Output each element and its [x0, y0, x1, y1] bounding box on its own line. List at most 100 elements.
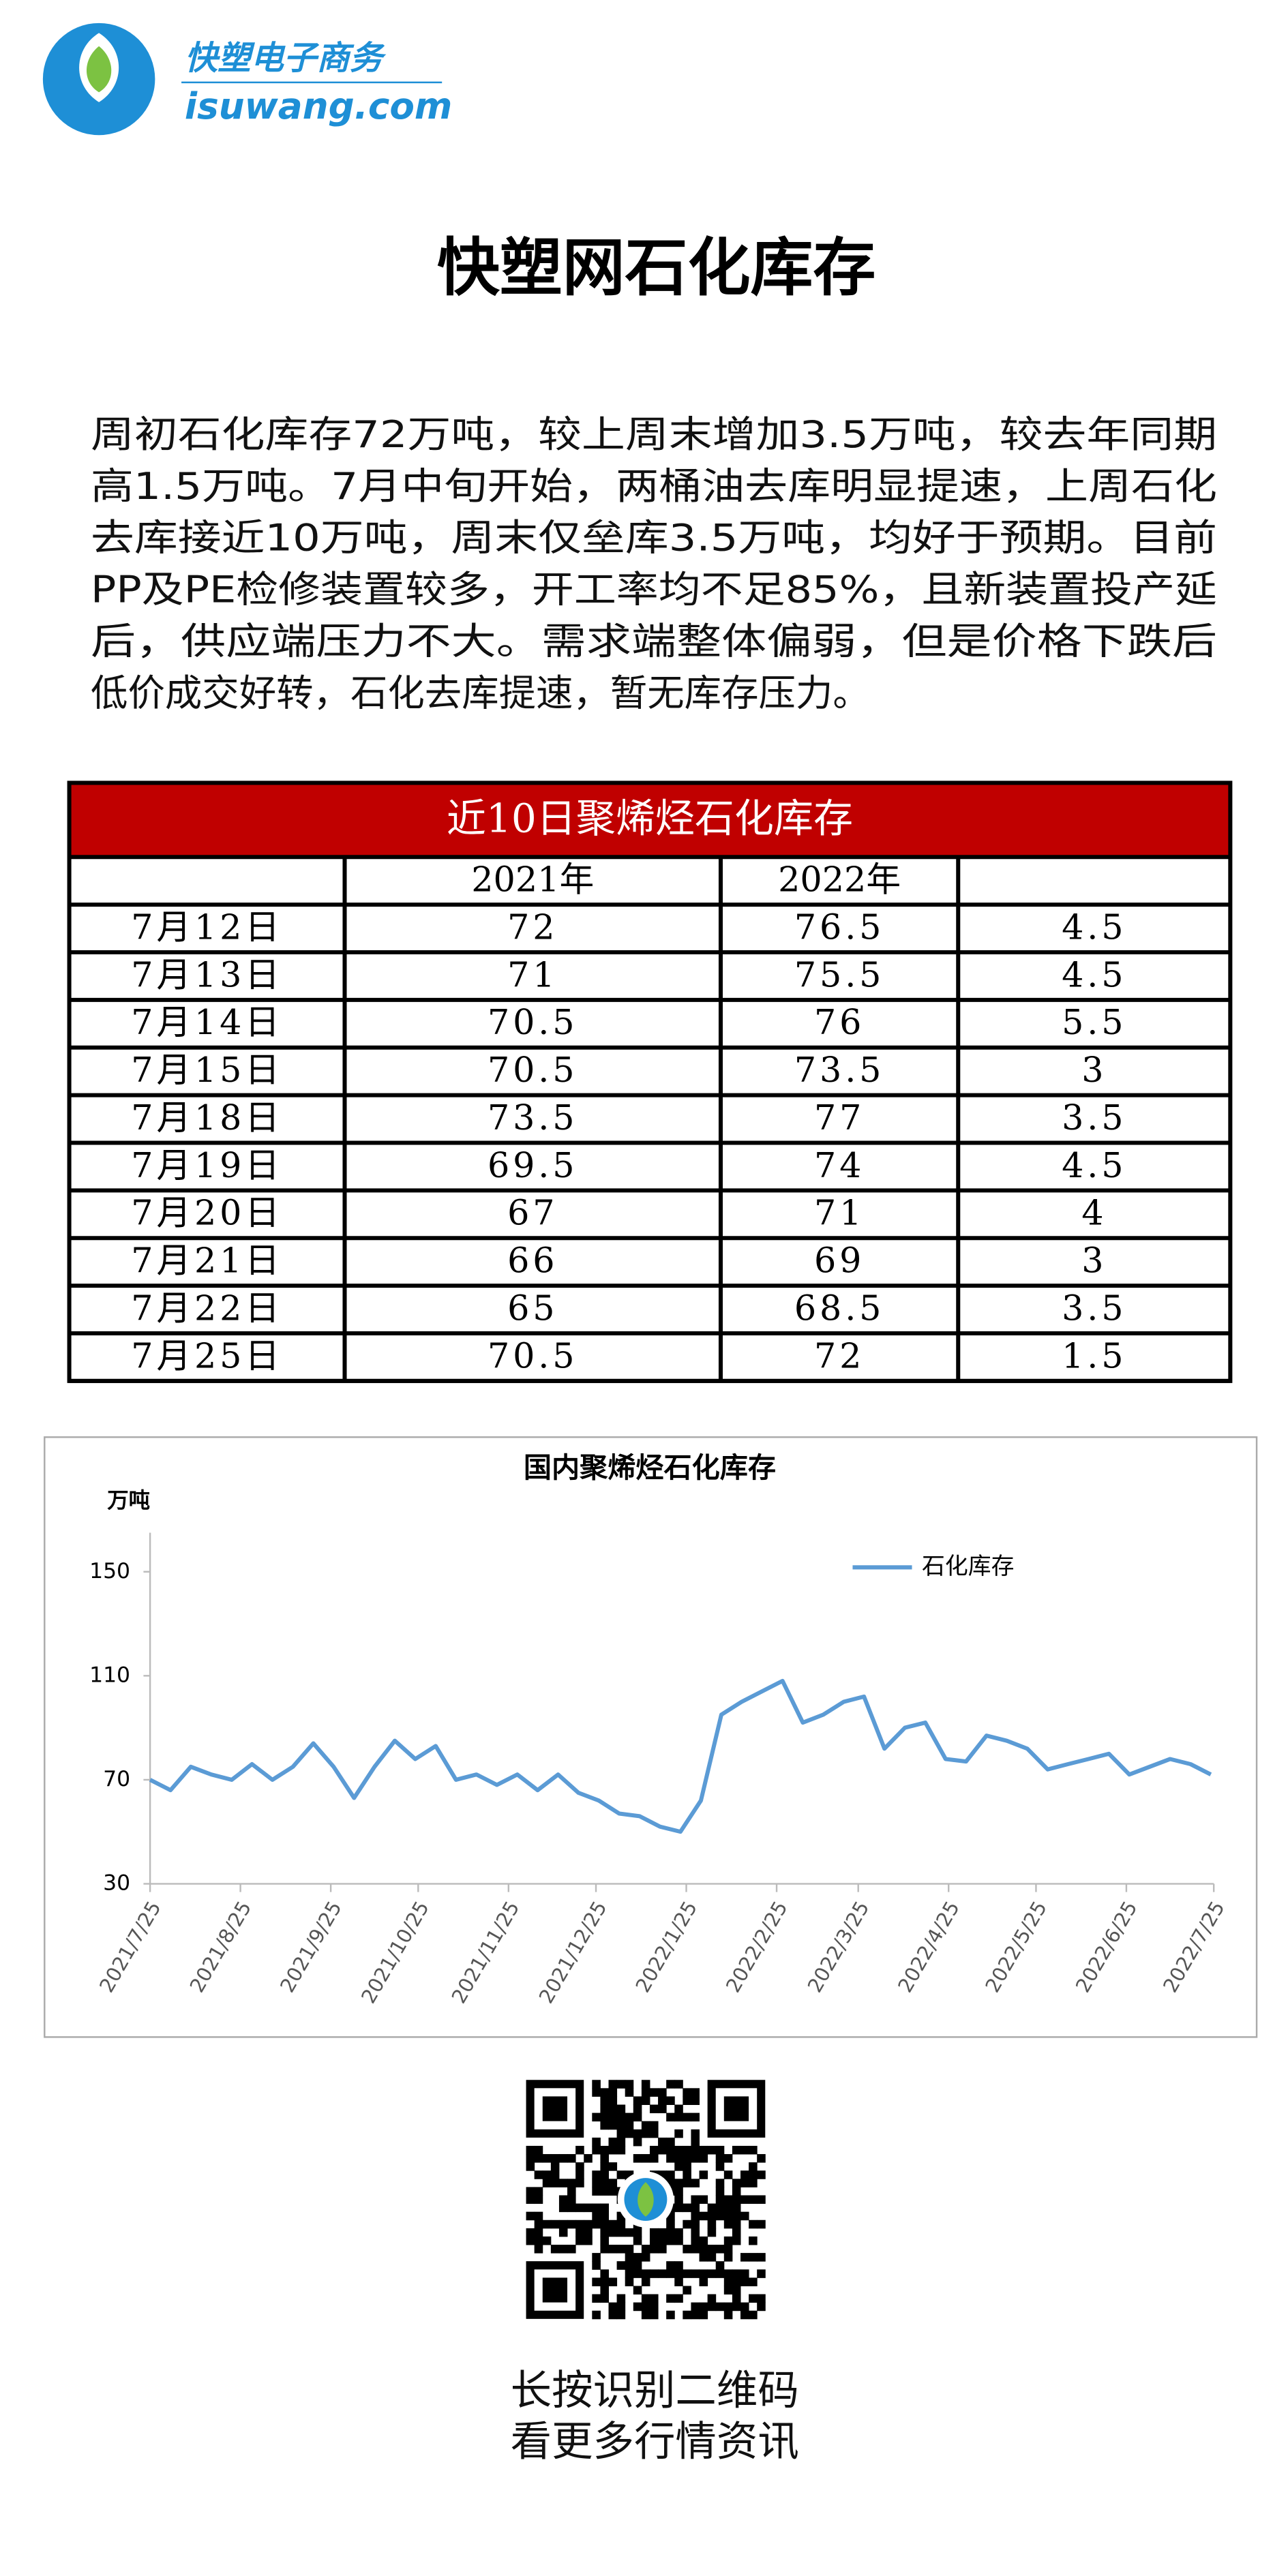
qr-module [641, 2096, 650, 2105]
qr-module [649, 2236, 659, 2245]
qr-module [749, 2145, 758, 2155]
qr-module [740, 2253, 749, 2262]
table-cell: 74 [814, 1145, 865, 1185]
qr-module [526, 2145, 535, 2155]
qr-module [691, 2096, 700, 2105]
qr-module [600, 2269, 609, 2278]
qr-module [683, 2154, 691, 2163]
qr-module [633, 2269, 642, 2278]
qr-module [641, 2080, 650, 2089]
qr-module [674, 2294, 683, 2303]
qr-module [658, 2245, 667, 2254]
qr-module [649, 2088, 659, 2097]
qr-module [625, 2080, 634, 2089]
qr-module [691, 2195, 700, 2204]
qr-module [699, 2277, 708, 2286]
qr-module [749, 2219, 758, 2229]
table-cell: 7月18日 [131, 1097, 283, 1138]
qr-module [674, 2080, 683, 2089]
qr-module [732, 2269, 741, 2278]
qr-module [707, 2245, 717, 2254]
qr-module [683, 2112, 691, 2122]
qr-module [567, 2245, 576, 2254]
qr-module [608, 2228, 618, 2237]
qr-module [699, 2269, 708, 2278]
qr-module [732, 2219, 741, 2229]
qr-module [757, 2253, 766, 2262]
qr-module [723, 2245, 733, 2254]
qr-module [616, 2170, 626, 2179]
qr-module [641, 2277, 650, 2286]
qr-module [633, 2112, 642, 2122]
qr-module [658, 2104, 667, 2114]
qr-module [649, 2104, 659, 2114]
page-title: 快塑网石化库存 [437, 231, 875, 304]
qr-module [600, 2154, 609, 2163]
qr-module [715, 2154, 725, 2163]
qr-module [575, 2179, 584, 2187]
qr-module [699, 2211, 708, 2221]
qr-module [666, 2294, 675, 2303]
qr-module [534, 2245, 543, 2254]
qr-module [542, 2179, 552, 2187]
qr-module [575, 2236, 584, 2245]
qr-module [625, 2112, 634, 2122]
qr-module [740, 2269, 749, 2278]
qr-module [600, 2294, 609, 2303]
qr-module [691, 2145, 700, 2155]
qr-module [584, 2228, 593, 2237]
qr-module [616, 2245, 626, 2254]
qr-module [616, 2112, 626, 2122]
qr-module [600, 2145, 609, 2155]
body-line: 周初石化库存72万吨，较上周末增加3.5万吨，较去年同期 [91, 412, 1217, 456]
qr-module [600, 2228, 609, 2237]
qr-module [633, 2096, 642, 2105]
qr-module [633, 2253, 642, 2262]
legend-label: 石化库存 [922, 1553, 1014, 1579]
qr-module [715, 2245, 725, 2254]
qr-module [633, 2236, 642, 2245]
qr-module [633, 2129, 642, 2138]
qr-module [567, 2203, 576, 2213]
qr-module [641, 2294, 650, 2303]
table-cell: 7月25日 [131, 1335, 283, 1376]
qr-module [658, 2236, 667, 2245]
table-cell: 3 [1081, 1050, 1107, 1090]
chart-title: 国内聚烯烃石化库存 [524, 1451, 776, 1484]
table-cell: 70.5 [488, 1002, 578, 1042]
qr-module [592, 2088, 601, 2097]
qr-module [558, 2154, 568, 2163]
qr-module [658, 2088, 667, 2097]
qr-module [641, 2302, 650, 2312]
qr-module [683, 2096, 691, 2105]
qr-module [723, 2154, 733, 2163]
qr-module [641, 2088, 650, 2097]
qr-module [633, 2286, 642, 2295]
qr-module [616, 2294, 626, 2303]
qr-module [699, 2195, 708, 2204]
qr-module [600, 2219, 609, 2229]
table-cell: 70.5 [488, 1335, 578, 1376]
qr-module [723, 2219, 733, 2229]
qr-module [649, 2245, 659, 2254]
qr-module [649, 2145, 659, 2155]
table-cell: 66 [507, 1241, 558, 1281]
qr-module [625, 2245, 634, 2254]
qr-module [567, 2187, 576, 2196]
qr-module [550, 2219, 560, 2229]
qr-module [542, 2219, 552, 2229]
qr-module [608, 2096, 618, 2105]
qr-module [600, 2088, 609, 2097]
qr-module [715, 2269, 725, 2278]
qr-module [707, 2253, 717, 2262]
qr-module [691, 2088, 700, 2097]
qr-module [691, 2269, 700, 2278]
qr-module [641, 2121, 650, 2130]
qr-module [592, 2310, 601, 2320]
qr-module [625, 2277, 634, 2286]
qr-module [658, 2096, 667, 2105]
qr-module [608, 2162, 618, 2171]
qr-module [715, 2187, 725, 2196]
qr-module [616, 2080, 626, 2089]
